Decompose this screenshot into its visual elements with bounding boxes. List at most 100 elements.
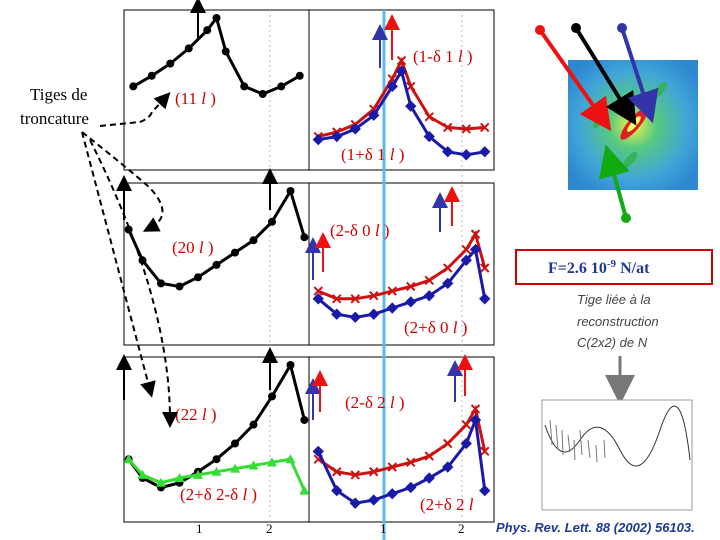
data-point-5-1-7 <box>442 461 454 473</box>
data-point-4-0-9 <box>286 361 295 369</box>
data-point-3-0-8 <box>461 244 471 255</box>
data-point-5-1-2 <box>349 497 361 509</box>
tige-note-line3: C(2x2) de N <box>577 335 648 350</box>
frame-row1-right <box>308 9 495 171</box>
series-line-2-0 <box>127 187 306 289</box>
series-line-0-0 <box>132 14 301 96</box>
data-point-3-1-1 <box>331 308 343 320</box>
data-point-4-1-3 <box>174 473 185 483</box>
data-point-2-0-8 <box>268 217 276 226</box>
data-point-5-1-10 <box>479 484 491 497</box>
data-point-4-0-10 <box>300 415 309 424</box>
heatmap-arrow-red-tail <box>535 25 545 35</box>
data-point-1-0-5 <box>396 55 407 66</box>
data-point-3-1-7 <box>442 277 454 290</box>
x-tick-left-2: 2 <box>266 521 273 536</box>
data-point-4-1-6 <box>230 463 240 473</box>
data-point-0-0-4 <box>203 26 212 35</box>
data-point-5-0-5 <box>406 457 416 468</box>
data-point-3-0-5 <box>406 281 416 292</box>
tiges-arrow-bottom2 <box>89 139 178 428</box>
data-point-5-1-5 <box>405 481 417 494</box>
data-point-5-1-6 <box>423 472 435 484</box>
data-point-1-0-7 <box>424 112 434 122</box>
data-point-3-1-4 <box>386 302 398 314</box>
tiges-arrow-top <box>99 92 171 127</box>
data-point-3-1-10 <box>479 293 491 305</box>
data-point-1-0-8 <box>443 122 453 133</box>
data-point-5-0-10 <box>480 446 490 457</box>
data-point-1-1-7 <box>423 130 435 143</box>
data-point-4-0-6 <box>231 439 239 448</box>
data-point-5-0-8 <box>461 419 471 430</box>
tiges-label-line1: Tiges de <box>30 85 87 104</box>
heatmap-arrow-black-tail <box>571 23 581 33</box>
label-2md2l: (2-δ 2 l ) <box>345 393 405 412</box>
f-value-box <box>515 249 713 285</box>
data-point-3-0-7 <box>443 263 453 273</box>
label-11l: (11 l ) <box>175 89 216 108</box>
data-point-5-0-9 <box>470 404 481 414</box>
data-point-2-0-7 <box>249 236 258 245</box>
panel-labels: (1-δ 1 l ) (11 l ) (1+δ 1 l ) (2-δ 0 l )… <box>172 47 474 514</box>
data-point-3-0-2 <box>350 294 360 304</box>
data-point-3-1-9 <box>469 243 482 256</box>
data-point-0-0-8 <box>258 90 267 98</box>
data-point-4-0-5 <box>212 455 221 464</box>
data-point-2-0-3 <box>175 282 184 291</box>
data-point-4-1-9 <box>285 454 296 464</box>
tiges-arrow-bottom1 <box>81 131 156 398</box>
data-point-3-0-1 <box>332 294 342 304</box>
data-point-1-1-1 <box>331 130 343 143</box>
data-point-2-0-4 <box>194 273 202 282</box>
heatmap-arrow-green <box>598 144 630 219</box>
data-point-5-0-4 <box>387 462 397 472</box>
inset-plot <box>541 399 693 511</box>
data-point-1-0-9 <box>461 124 471 134</box>
data-point-4-1-7 <box>248 460 259 470</box>
data-point-3-1-6 <box>423 290 435 302</box>
data-point-4-1-10 <box>299 485 310 495</box>
series-line-3-1 <box>317 246 487 319</box>
frame-row3-right <box>308 356 495 523</box>
data-point-4-1-8 <box>267 457 277 467</box>
data-point-2-0-9 <box>286 187 295 195</box>
data-point-0-0-3 <box>184 44 193 53</box>
data-point-3-1-3 <box>368 308 380 320</box>
data-point-4-1-4 <box>193 469 203 479</box>
data-point-2-0-2 <box>157 279 165 288</box>
data-point-5-1-3 <box>368 494 380 506</box>
heatmap-inset <box>568 60 698 190</box>
label-1pd1l: (1+δ 1 l ) <box>341 145 404 164</box>
data-point-1-0-6 <box>406 81 416 92</box>
data-point-4-0-8 <box>268 392 276 401</box>
data-point-1-0-10 <box>480 122 490 133</box>
data-point-2-0-5 <box>212 260 221 269</box>
data-point-4-0-7 <box>249 420 258 429</box>
series-line-1-1 <box>318 67 486 157</box>
label-2pd2l: (2+δ 2 l <box>420 495 474 514</box>
heatmap-arrows <box>535 23 659 223</box>
data-point-1-1-10 <box>479 146 491 158</box>
data-point-4-1-0 <box>123 454 134 464</box>
data-point-3-1-2 <box>349 311 361 323</box>
tige-note-line1: Tige liée à la <box>577 292 651 307</box>
data-point-5-1-4 <box>386 488 398 500</box>
label-2pd0l: (2+δ 0 l ) <box>404 318 467 337</box>
inset-frame <box>541 399 693 511</box>
heatmap-arrow-blue <box>620 27 659 124</box>
tige-note-line2: reconstruction <box>577 314 659 329</box>
label-1md1l: (1-δ 1 l ) <box>413 47 473 66</box>
data-point-3-0-9 <box>470 229 481 239</box>
heatmap-arrow-blue-tail <box>617 23 627 33</box>
data-point-5-0-6 <box>424 451 434 461</box>
x-tick-left-1: 1 <box>196 521 203 536</box>
data-point-5-1-8 <box>460 437 472 450</box>
inset-noise <box>549 419 606 463</box>
data-point-5-1-0 <box>312 445 324 458</box>
data-point-5-0-7 <box>443 438 453 449</box>
data-point-2-0-10 <box>300 233 309 242</box>
data-point-0-0-9 <box>277 82 286 91</box>
data-point-2-0-0 <box>124 225 133 234</box>
